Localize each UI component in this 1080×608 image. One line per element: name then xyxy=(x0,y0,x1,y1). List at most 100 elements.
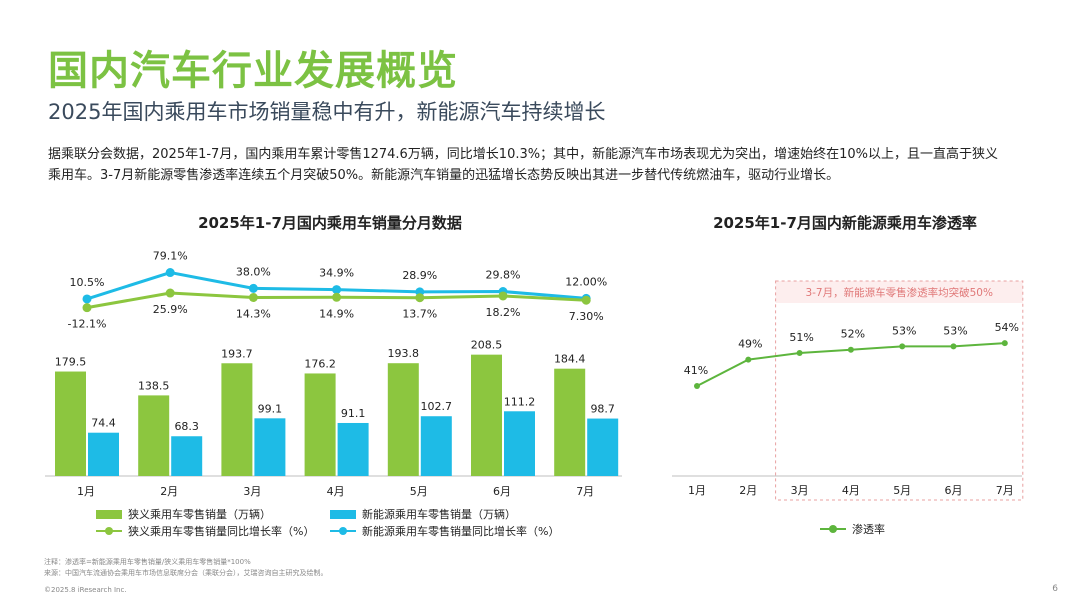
intro-line-1: 据乘联分会数据，2025年1-7月，国内乘用车累计零售1274.6万辆，同比增长… xyxy=(48,147,998,162)
penetration-label: 41% xyxy=(684,364,708,377)
intro-paragraph: 据乘联分会数据，2025年1-7月，国内乘用车累计零售1274.6万辆，同比增长… xyxy=(48,144,1038,186)
penetration-label: 49% xyxy=(738,338,762,351)
legend-nev-sales[interactable]: 新能源乘用车零售销量（万辆） xyxy=(330,506,516,522)
nev-growth-label: 34.9% xyxy=(319,267,354,280)
sales-x-tick-label: 4月 xyxy=(327,485,345,498)
traditional-sales-label: 184.4 xyxy=(554,353,586,366)
penetration-label: 53% xyxy=(943,324,967,337)
intro-line-2: 乘用车。3-7月新能源零售渗透率连续五个月突破50%。新能源汽车销量的迅猛增长态… xyxy=(48,168,840,183)
penetration-point xyxy=(796,350,803,356)
traditional-sales-bar xyxy=(304,373,336,476)
page-subtitle: 2025年国内乘用车市场销量稳中有升，新能源汽车持续增长 xyxy=(48,100,606,124)
traditional-sales-label: 193.8 xyxy=(388,347,420,360)
nev-sales-label: 111.2 xyxy=(504,395,536,408)
traditional-growth-label: 18.2% xyxy=(486,306,521,319)
legend-label: 狭义乘用车零售销量同比增长率（%） xyxy=(128,525,315,538)
traditional-sales-bar xyxy=(221,363,253,476)
penetration-x-tick-label: 1月 xyxy=(688,484,706,497)
nev-growth-point xyxy=(165,268,175,278)
penetration-x-tick-label: 4月 xyxy=(842,484,860,497)
traditional-sales-bar xyxy=(387,363,419,476)
traditional-sales-bar xyxy=(554,368,586,476)
nev-growth-label: 79.1% xyxy=(153,250,188,263)
penetration-label: 54% xyxy=(995,321,1019,334)
penetration-chart-title: 2025年1-7月国内新能源乘用车渗透率 xyxy=(713,214,977,232)
footer-notes: 注释：渗透率=新能源乘用车零售销量/狭义乘用车零售销量*100% 来源：中国汽车… xyxy=(44,557,328,579)
traditional-growth-label: 14.9% xyxy=(319,307,354,320)
traditional-sales-label: 193.7 xyxy=(221,347,253,360)
legend-swatch-green xyxy=(96,509,122,519)
legend-label: 狭义乘用车零售销量（万辆） xyxy=(128,508,271,521)
highlight-banner xyxy=(775,281,1023,303)
nev-sales-bar xyxy=(171,436,203,476)
nev-growth-label: 10.5% xyxy=(70,276,105,289)
traditional-growth-point xyxy=(498,291,508,301)
legend-swatch-cyan xyxy=(330,509,356,519)
penetration-point xyxy=(745,356,752,363)
legend-label: 渗透率 xyxy=(852,523,885,536)
nev-growth-label: 29.8% xyxy=(486,269,521,282)
legend-traditional-growth[interactable]: 狭义乘用车零售销量同比增长率（%） xyxy=(96,523,314,539)
penetration-point xyxy=(950,343,957,350)
sales-x-tick-label: 7月 xyxy=(576,485,594,498)
highlight-box xyxy=(775,280,1024,501)
penetration-label: 52% xyxy=(841,328,865,341)
legend-line-penetration xyxy=(820,524,846,534)
penetration-point xyxy=(694,383,700,389)
nev-sales-label: 99.1 xyxy=(258,402,283,415)
penetration-point xyxy=(899,343,906,350)
legend-traditional-sales[interactable]: 狭义乘用车零售销量（万辆） xyxy=(96,506,271,522)
traditional-growth-label: 25.9% xyxy=(153,303,188,316)
penetration-x-tick-label: 3月 xyxy=(791,484,809,497)
highlight-annotation: 3-7月，新能源车零售渗透率均突破50% xyxy=(805,286,993,299)
traditional-sales-label: 208.5 xyxy=(471,339,503,352)
penetration-label: 53% xyxy=(892,324,916,337)
nev-growth-label: 38.0% xyxy=(236,265,271,278)
page-number: 6 xyxy=(1052,584,1058,594)
nev-sales-bar xyxy=(254,418,286,476)
nev-sales-label: 74.4 xyxy=(91,417,116,430)
footer-note-1: 注释：渗透率=新能源乘用车零售销量/狭义乘用车零售销量*100% xyxy=(44,558,251,566)
nev-sales-bar xyxy=(88,432,119,476)
penetration-x-tick-label: 7月 xyxy=(996,484,1014,497)
traditional-growth-label: -12.1% xyxy=(68,318,107,331)
traditional-growth-point xyxy=(415,293,425,303)
nev-growth-label: 28.9% xyxy=(402,269,437,282)
traditional-sales-bar xyxy=(471,354,502,476)
nev-growth-point xyxy=(332,285,342,295)
legend-line-cyan xyxy=(330,526,356,536)
sales-x-tick-label: 2月 xyxy=(160,485,178,498)
sales-x-tick-label: 5月 xyxy=(410,485,428,498)
legend-line-green xyxy=(96,526,122,536)
penetration-point xyxy=(847,346,854,353)
legend-label: 新能源乘用车零售销量同比增长率（%） xyxy=(362,525,560,538)
legend-nev-growth[interactable]: 新能源乘用车零售销量同比增长率（%） xyxy=(330,523,559,539)
nev-sales-bar xyxy=(420,416,452,476)
penetration-x-tick-label: 6月 xyxy=(945,484,963,497)
traditional-growth-label: 7.30% xyxy=(569,310,604,323)
sales-x-tick-label: 6月 xyxy=(493,485,511,498)
nev-growth-point xyxy=(82,294,92,304)
traditional-growth-point xyxy=(332,292,342,302)
traditional-sales-bar xyxy=(138,395,170,476)
traditional-growth-label: 13.7% xyxy=(402,308,437,321)
legend-penetration[interactable]: 渗透率 xyxy=(820,521,885,537)
traditional-sales-label: 138.5 xyxy=(138,379,170,392)
traditional-sales-label: 176.2 xyxy=(304,357,336,370)
traditional-growth-point xyxy=(82,303,92,313)
traditional-growth-point xyxy=(165,288,175,298)
penetration-x-tick-label: 5月 xyxy=(893,484,911,497)
traditional-growth-label: 14.3% xyxy=(236,307,271,320)
sales-x-tick-label: 3月 xyxy=(243,485,261,498)
footer-note-2: 来源：中国汽车流通协会乘用车市场信息联席分会（乘联分会），艾瑞咨询自主研究及绘制… xyxy=(44,569,328,577)
legend-label: 新能源乘用车零售销量（万辆） xyxy=(362,508,516,521)
page-title: 国内汽车行业发展概览 xyxy=(48,48,458,94)
nev-growth-point xyxy=(248,283,258,293)
traditional-sales-label: 179.5 xyxy=(55,356,87,369)
traditional-sales-bar xyxy=(55,371,86,476)
nev-sales-label: 91.1 xyxy=(341,407,366,420)
traditional-growth-point xyxy=(581,295,591,305)
penetration-label: 51% xyxy=(789,331,813,344)
nev-sales-label: 98.7 xyxy=(590,403,615,416)
